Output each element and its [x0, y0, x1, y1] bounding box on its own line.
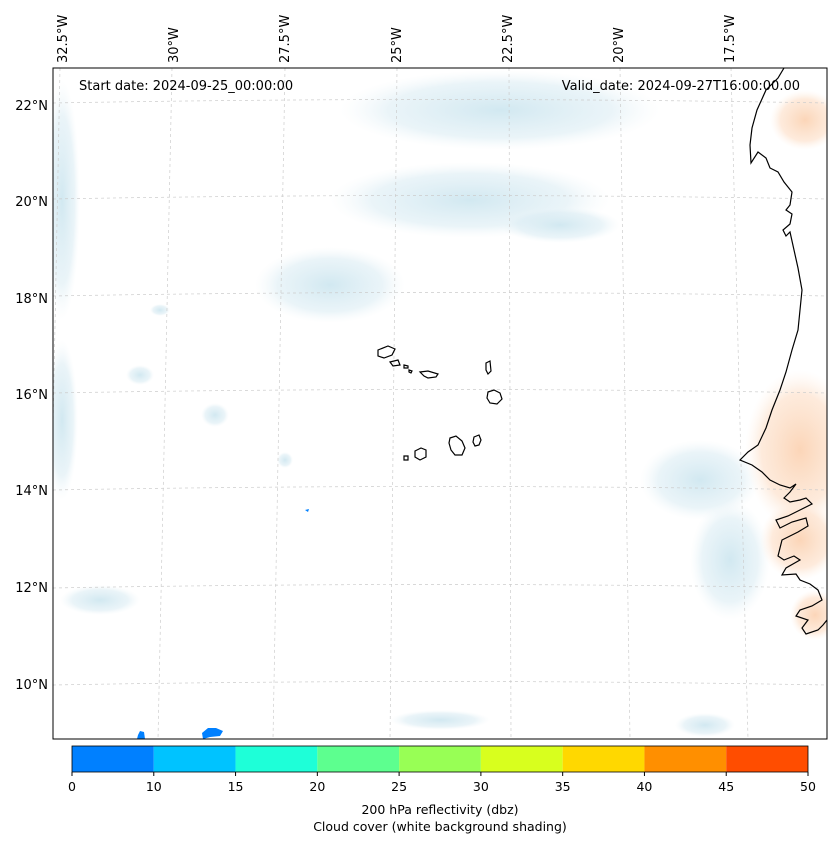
valid-date-label: Valid_date: 2024-09-27T16:00:00.00	[562, 79, 800, 94]
colorbar-tick-label-5: 30	[473, 779, 489, 794]
lat-label-22n: 22°N	[15, 99, 48, 114]
latitude-labels: 22°N 20°N 18°N 16°N 14°N 12°N 10°N	[15, 99, 48, 693]
lat-label-12n: 12°N	[15, 581, 48, 596]
colorbar-segment-0	[72, 746, 154, 772]
colorbar-segment-5	[480, 746, 563, 772]
lat-label-20n: 20°N	[15, 195, 48, 210]
colorbar-border	[71, 745, 809, 773]
lon-label-22-5w: 22.5°W	[501, 15, 516, 63]
colorbar-tick-label-3: 20	[309, 779, 325, 794]
colorbar-segment-6	[562, 746, 645, 772]
lat-label-18n: 18°N	[15, 292, 48, 307]
colorbar-tick-label-6: 35	[555, 779, 571, 794]
colorbar-tick-label-1: 10	[146, 779, 162, 794]
colorbar-tick-label-8: 45	[718, 779, 734, 794]
lat-label-14n: 14°N	[15, 484, 48, 499]
lon-label-25w: 25°W	[390, 27, 405, 63]
longitude-labels: 32.5°W 30°W 27.5°W 25°W 22.5°W 20°W 17.5…	[56, 15, 738, 63]
lon-label-17-5w: 17.5°W	[723, 15, 738, 63]
lon-label-30w: 30°W	[167, 27, 182, 63]
cape-verde-islands	[377, 345, 503, 461]
gridlines	[53, 68, 827, 739]
colorbar-tick-label-4: 25	[391, 779, 407, 794]
colorbar-segment-3	[317, 746, 400, 772]
colorbar-tick-label-2: 15	[228, 779, 244, 794]
colorbar: 0 10 15 20 25 30 35 40 45 50	[68, 745, 816, 794]
africa-coastline	[738, 68, 827, 635]
colorbar-segment-4	[399, 746, 481, 772]
lon-label-32-5w: 32.5°W	[56, 15, 71, 63]
map-content	[53, 68, 827, 739]
colorbar-label-cloud-cover: Cloud cover (white background shading)	[313, 819, 567, 834]
colorbar-segment-8	[726, 746, 808, 772]
warm-shading	[745, 90, 827, 640]
lat-label-16n: 16°N	[15, 388, 48, 403]
lon-label-20w: 20°W	[612, 27, 627, 63]
colorbar-segment-1	[153, 746, 236, 772]
cloud-cover-shading	[53, 70, 770, 737]
reflectivity-echoes	[137, 509, 309, 739]
colorbar-tick-label-0: 0	[68, 779, 76, 794]
lon-label-27-5w: 27.5°W	[278, 15, 293, 63]
map-frame	[52, 67, 828, 740]
colorbar-segment-2	[235, 746, 318, 772]
start-date-label: Start date: 2024-09-25_00:00:00	[79, 79, 293, 94]
colorbar-tick-label-7: 40	[636, 779, 652, 794]
colorbar-segment-7	[644, 746, 727, 772]
colorbar-label-reflectivity: 200 hPa reflectivity (dbz)	[361, 802, 518, 817]
lat-label-10n: 10°N	[15, 678, 48, 693]
colorbar-tick-label-9: 50	[800, 779, 816, 794]
